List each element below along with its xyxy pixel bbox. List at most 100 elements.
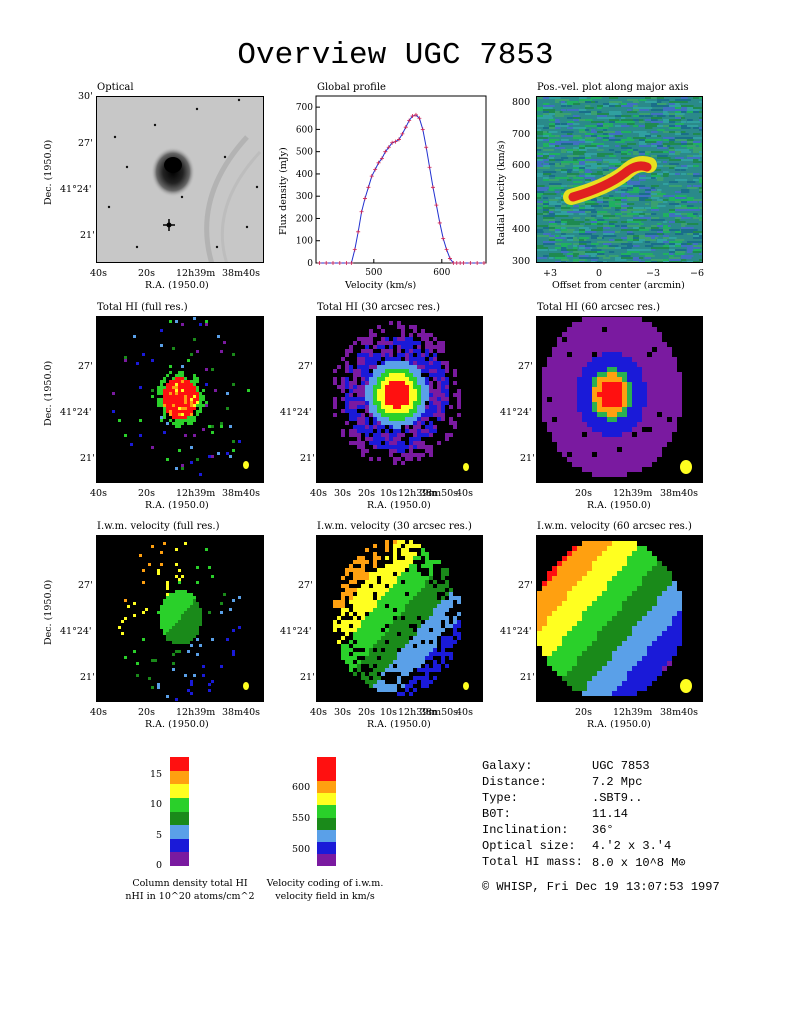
star <box>223 155 227 159</box>
y-tick-label: 200 <box>296 214 313 224</box>
ra-tick: 12h39m <box>613 488 653 499</box>
plot-frame <box>315 95 487 264</box>
beam-ellipse <box>463 463 469 471</box>
profile-point <box>373 167 378 172</box>
info-value: 11.14 <box>592 807 629 821</box>
dec-axis-label: Dec. (1950.0) <box>43 360 54 426</box>
colorbar-swatch <box>170 770 189 785</box>
vel-30-title: I.w.m. velocity (30 arcsec res.) <box>317 521 472 532</box>
optical-ra-tick: 38m40s <box>222 268 261 279</box>
hi-30-title: Total HI (30 arcsec res.) <box>317 302 441 313</box>
colorbar-tick: 5 <box>156 830 163 841</box>
dec-axis-label: Dec. (1950.0) <box>43 579 54 645</box>
pv-title: Pos.-vel. plot along major axis <box>537 82 689 93</box>
colorbar-tick: 600 <box>292 782 311 793</box>
beam-ellipse <box>680 679 692 693</box>
info-value: 7.2 Mpc <box>592 775 643 789</box>
pv-ytick: 300 <box>512 256 531 267</box>
colorbar-swatch <box>170 811 189 826</box>
y-tick-label: 300 <box>296 192 313 202</box>
star <box>215 245 219 249</box>
ra-tick: 38m40s <box>222 707 261 718</box>
optical-ra-tick: 20s <box>138 268 155 279</box>
profile-point <box>362 196 367 201</box>
beam-ellipse <box>243 461 249 469</box>
optical-ra-tick: 12h39m <box>176 268 216 279</box>
colorbar-swatch <box>317 757 336 770</box>
ra-tick: 40s <box>90 707 107 718</box>
ra-tick: 20s <box>138 707 155 718</box>
global-profile-chart: 0 100 200 300 400 500 600 700 500 600 <box>296 95 487 278</box>
colorbar-swatch <box>170 838 189 853</box>
profile-point <box>393 139 398 144</box>
ra-tick: 38m40s <box>660 707 699 718</box>
colorbar-swatch <box>170 757 189 771</box>
pv-xtick: +3 <box>543 268 558 279</box>
hi-30-map <box>316 316 483 483</box>
info-value: UGC 7853 <box>592 759 650 773</box>
y-tick-label: 700 <box>296 103 313 113</box>
dec-tick: 21' <box>80 453 95 464</box>
vel-full-title: I.w.m. velocity (full res.) <box>97 521 220 532</box>
colorbar-swatch <box>317 841 336 854</box>
profile-point <box>410 114 415 119</box>
star <box>135 245 139 249</box>
ra-axis-label: R.A. (1950.0) <box>145 500 209 511</box>
dec-tick: 21' <box>300 672 315 683</box>
profile-point <box>451 261 456 265</box>
colorbar-swatch <box>317 781 336 794</box>
pv-ytick: 600 <box>512 160 531 171</box>
colorbar-swatch <box>317 793 336 806</box>
pv-ytick: 500 <box>512 192 531 203</box>
dec-tick: 41°24' <box>500 407 532 418</box>
optical-dec-tick: 21' <box>80 230 95 241</box>
optical-dec-tick: 30' <box>78 91 93 102</box>
ra-tick: 40s <box>90 488 107 499</box>
profile-point <box>420 127 425 132</box>
profile-point <box>396 137 401 142</box>
colorbar-swatch <box>317 805 336 818</box>
profile-point <box>430 185 435 190</box>
pv-ylabel: Radial velocity (km/s) <box>496 140 507 245</box>
colorbar-tick: 500 <box>292 844 311 855</box>
ra-tick: 40s <box>310 707 327 718</box>
pv-ytick: 800 <box>512 97 531 108</box>
profile-point <box>413 112 418 117</box>
dec-tick: 21' <box>520 453 535 464</box>
profile-point <box>461 261 466 265</box>
optical-ra-tick: 40s <box>90 268 107 279</box>
beam-ellipse <box>463 682 469 690</box>
dec-tick: 27' <box>518 580 533 591</box>
dec-tick: 21' <box>300 453 315 464</box>
profile-point <box>481 261 486 265</box>
ra-tick: 10s <box>380 707 397 718</box>
info-label: Distance: <box>482 775 547 789</box>
profile-point <box>403 125 408 130</box>
x-tick-label: 600 <box>433 268 450 278</box>
hi-60-title: Total HI (60 arcsec res.) <box>537 302 661 313</box>
info-label: Inclination: <box>482 823 569 837</box>
vel-30-map <box>316 535 483 702</box>
velocity-caption-1: Velocity coding of i.w.m. <box>266 878 384 889</box>
colorbar-swatch <box>170 852 189 866</box>
vel-60-title: I.w.m. velocity (60 arcsec res.) <box>537 521 692 532</box>
ra-tick: 12h39m <box>398 488 438 499</box>
profile-point <box>468 261 473 265</box>
profile-point <box>317 261 322 265</box>
colorbar-swatch <box>317 769 336 782</box>
y-tick-label: 0 <box>307 259 313 269</box>
ra-tick: 30s <box>334 488 351 499</box>
dec-tick: 41°24' <box>60 626 92 637</box>
ra-tick: 12h39m <box>176 707 216 718</box>
colorbar-swatch <box>170 797 189 812</box>
x-tick-label: 500 <box>365 268 382 278</box>
vel-full-map <box>96 535 264 702</box>
info-value: 4.'2 x 3.'4 <box>592 839 672 853</box>
profile-point <box>475 261 480 265</box>
info-label: Galaxy: <box>482 759 533 773</box>
pv-xtick: −6 <box>690 268 705 279</box>
ra-tick: 12h39m <box>176 488 216 499</box>
optical-title: Optical <box>97 82 134 93</box>
ra-tick: 40s <box>456 707 473 718</box>
profile-point <box>441 236 446 241</box>
